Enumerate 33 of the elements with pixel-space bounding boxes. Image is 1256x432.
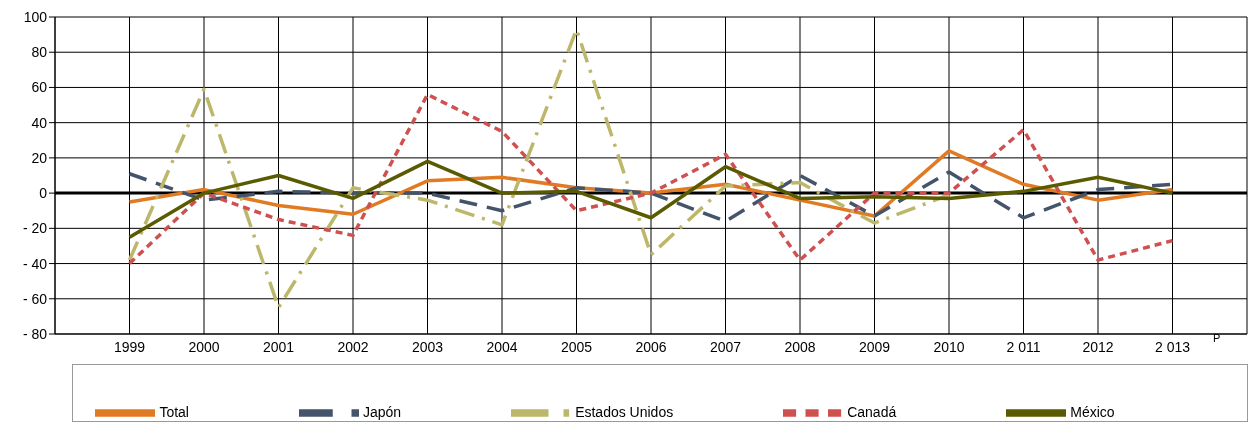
x-tick-label: 2006 [635,338,667,355]
x-tick-label: 2005 [560,338,593,355]
annotation: P [1213,332,1221,344]
legend-label: Estados Unidos [575,403,674,420]
y-tick-label: - 60 [22,290,48,307]
x-tick-label: 2007 [709,338,742,355]
line-series [127,92,1175,266]
x-tick-label: 2002 [337,338,369,355]
y-tick-label: 60 [31,79,48,96]
x-tick-label: 2010 [933,338,965,355]
x-tick-label: 2004 [486,338,518,355]
x-tick-label: 2 013 [1154,338,1191,355]
x-tick-label: 2009 [858,338,891,355]
y-tick-label: 80 [31,44,48,61]
y-tick-label: 20 [31,149,48,166]
x-tick-label: 2008 [784,338,816,355]
legend-label: Total [159,403,189,420]
x-tick-label: 2012 [1082,338,1114,355]
y-tick-label: - 20 [22,220,48,237]
legend-label: México [1070,403,1115,420]
y-tick-label: - 40 [22,255,48,272]
x-tick-label: 2000 [188,338,220,355]
y-tick-label: 40 [31,114,48,131]
x-tick-label: 1999 [113,338,146,355]
x-tick-label: 2 011 [1006,338,1041,355]
legend-label: Japón [362,403,402,420]
y-tick-label: - 80 [22,325,48,342]
line-series [127,159,1175,239]
y-tick-label: 100 [23,8,48,25]
y-tick-label: 0 [39,185,48,202]
legend-label: Canadá [847,403,897,420]
x-tick-label: 2003 [411,338,444,355]
x-tick-label: 2001 [262,338,295,355]
